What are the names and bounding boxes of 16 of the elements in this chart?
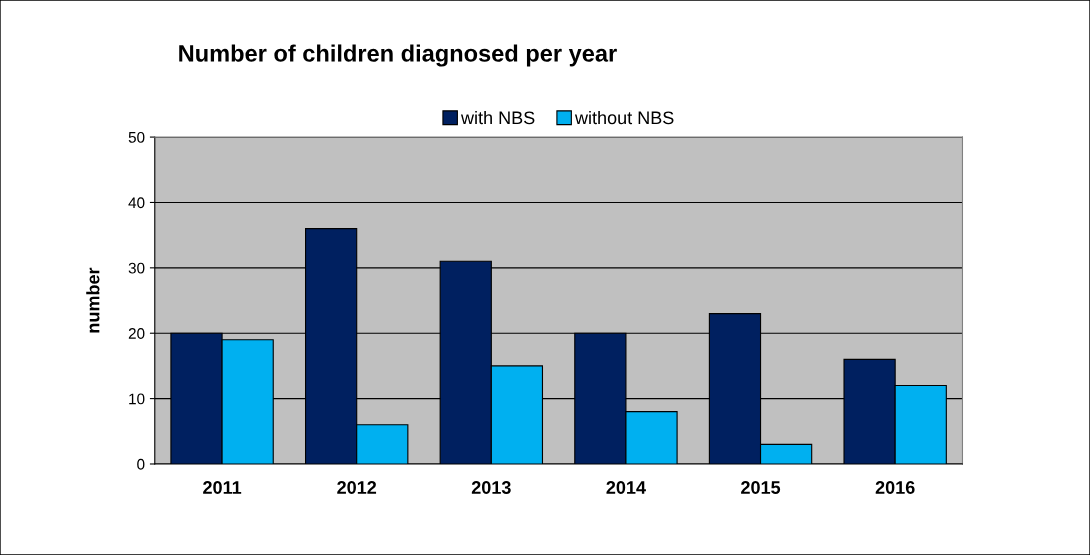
x-tick-label: 2012 [337,481,377,494]
x-tick-label: 2011 [203,481,242,494]
y-tick-label: 10 [129,393,145,405]
x-tick-label: 2016 [875,481,915,494]
y-tick-label: 50 [128,131,145,143]
x-tick-label: 2013 [471,481,511,494]
y-tick-label: 20 [128,328,145,339]
chart-title: Number of children diagnosed per year [179,44,617,67]
x-tick-label: 2015 [741,481,781,494]
legend-label: with NBS [460,110,535,125]
y-tick-label: 30 [128,262,145,274]
legend-label: without NBS [574,110,674,125]
x-tick-label: 2014 [606,481,646,494]
y-tick-label: 40 [128,197,145,209]
y-axis-title: number [86,267,100,333]
y-tick-label: 0 [137,458,145,470]
